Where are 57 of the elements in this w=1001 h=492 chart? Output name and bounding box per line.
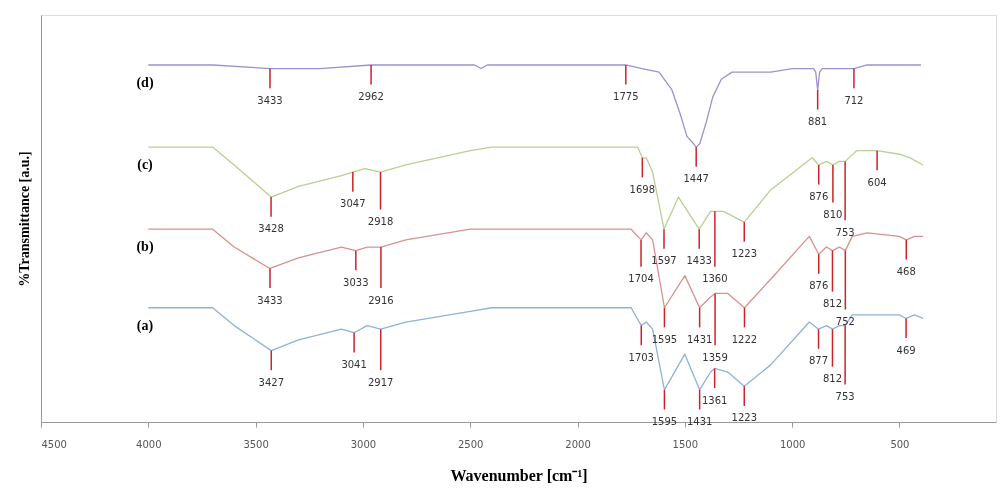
x-tick-label: 3000 bbox=[350, 438, 377, 450]
x-tick-label: 2000 bbox=[565, 438, 591, 450]
x-axis-title: Wavenumber [cm⁻¹] bbox=[450, 466, 588, 484]
series-label: (c) bbox=[137, 156, 154, 173]
annotation: 1447 bbox=[683, 173, 709, 185]
annotation: 1775 bbox=[613, 91, 639, 103]
annotation: 468 bbox=[896, 266, 916, 278]
annotation: 3041 bbox=[341, 358, 367, 370]
x-tick-label: 4000 bbox=[136, 438, 162, 450]
annotation: 1597 bbox=[651, 255, 677, 267]
annotation: 877 bbox=[808, 355, 829, 367]
annotation: 1595 bbox=[651, 416, 678, 427]
annotation: 1595 bbox=[651, 333, 678, 345]
annotation: 810 bbox=[823, 208, 843, 220]
annotation: 1223 bbox=[731, 248, 757, 260]
annotation: 1360 bbox=[702, 273, 728, 285]
annotation: 876 bbox=[809, 280, 829, 292]
x-tick-label: 500 bbox=[890, 438, 910, 450]
annotation: 469 bbox=[896, 344, 916, 356]
annotation: 752 bbox=[835, 316, 855, 328]
annotation: 2916 bbox=[368, 294, 394, 306]
annotation: 1223 bbox=[731, 412, 757, 424]
x-tick-label: 1000 bbox=[779, 438, 806, 450]
series-label: (b) bbox=[136, 239, 154, 256]
annotation: 753 bbox=[835, 226, 855, 238]
annotation: 3428 bbox=[258, 223, 284, 235]
annotation: 3433 bbox=[257, 94, 283, 106]
annotation: 3047 bbox=[340, 198, 366, 210]
annotation: 881 bbox=[808, 116, 828, 128]
annotation: 1433 bbox=[686, 255, 712, 267]
annotation: 1704 bbox=[628, 273, 654, 285]
annotation: 1431 bbox=[686, 333, 713, 345]
y-axis-title: %Transmittance [a.u.] bbox=[16, 151, 32, 287]
annotation: 1222 bbox=[731, 333, 758, 345]
annotation: 753 bbox=[835, 391, 855, 403]
annotation: 604 bbox=[867, 176, 887, 188]
annotation: 812 bbox=[822, 298, 843, 310]
annotation: 1359 bbox=[702, 351, 728, 363]
x-tick-label: 2500 bbox=[457, 438, 484, 450]
annotation: 1431 bbox=[686, 416, 713, 427]
x-tick-label: 1500 bbox=[672, 438, 699, 450]
annotation: 876 bbox=[809, 191, 829, 203]
annotation: 812 bbox=[822, 373, 843, 385]
x-tick-label: 4500 bbox=[41, 438, 67, 450]
annotation: 1698 bbox=[629, 183, 656, 195]
series-label: (a) bbox=[136, 317, 154, 334]
annotation: 712 bbox=[844, 94, 864, 106]
annotation: 3433 bbox=[257, 294, 283, 306]
annotation: 3033 bbox=[343, 276, 369, 288]
annotation: 2917 bbox=[368, 376, 394, 388]
annotation: 3427 bbox=[258, 376, 284, 388]
annotation: 1703 bbox=[628, 351, 654, 363]
x-tick-label: 3500 bbox=[243, 438, 269, 450]
series-label: (d) bbox=[136, 74, 154, 91]
annotation: 2962 bbox=[358, 91, 384, 103]
annotation: 1361 bbox=[701, 394, 728, 406]
annotation: 2918 bbox=[367, 216, 394, 228]
